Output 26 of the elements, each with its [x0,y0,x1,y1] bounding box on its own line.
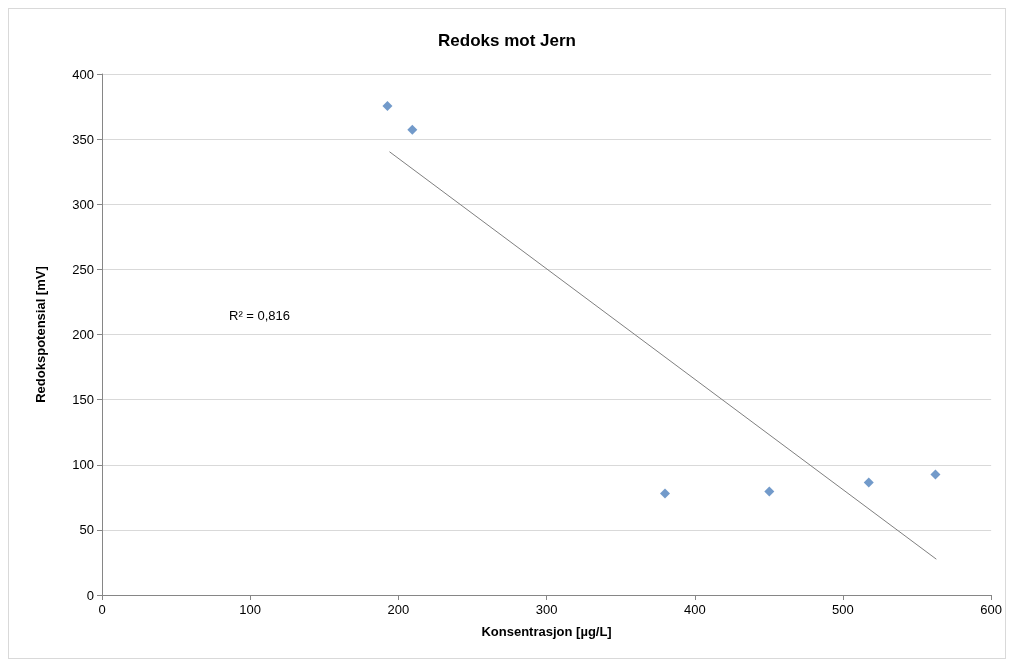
x-tick-label: 400 [683,602,706,617]
point [407,124,418,135]
chart-title: Redoks mot Jern [438,31,576,50]
point [382,100,393,111]
point [930,469,941,480]
y-tick-label: 350 [72,131,94,147]
y-tick-label: 250 [72,261,94,277]
x-tick-label: 200 [387,602,410,617]
y-tick-label: 150 [72,392,94,408]
y-tick-label: 300 [72,196,94,212]
x-tick-label: 500 [832,602,854,617]
y-tick-label: 100 [72,457,94,473]
x-tick-label: 300 [535,602,558,617]
x-tick-label: 600 [980,602,1003,617]
x-tick-label: 0 [98,602,106,617]
point [863,477,874,488]
y-tick-label: 200 [72,327,94,342]
x-tick-label: 100 [239,602,262,617]
point [764,486,775,497]
annotation: R² = 0,816 [229,308,291,323]
point [659,488,670,499]
y-tick-label: 50 [79,522,94,538]
x-axis-title: Konsentrasjon [µg/L] [481,624,612,639]
y-axis-title: Redokspotensial [mV] [33,266,48,403]
y-tick-label: 400 [72,66,94,82]
y-tick-label: 0 [86,587,94,603]
